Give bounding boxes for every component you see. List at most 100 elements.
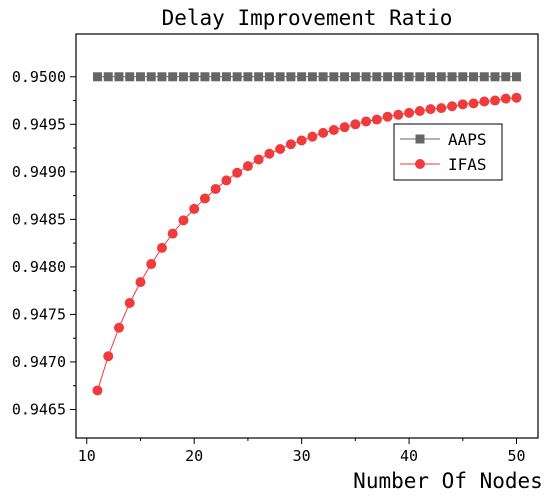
data-point-aaps bbox=[232, 72, 242, 82]
series-ifas bbox=[92, 92, 522, 396]
data-point-aaps bbox=[114, 72, 124, 82]
data-point-aaps bbox=[512, 72, 522, 82]
data-point-aaps bbox=[157, 72, 167, 82]
data-point-aaps bbox=[469, 72, 479, 82]
data-point-ifas bbox=[468, 98, 479, 109]
data-point-ifas bbox=[189, 203, 200, 214]
y-tick-label: 0.9480 bbox=[12, 258, 66, 276]
data-point-aaps bbox=[372, 72, 382, 82]
data-point-ifas bbox=[264, 148, 275, 159]
plot-area bbox=[75, 33, 539, 439]
data-point-ifas bbox=[414, 105, 425, 116]
data-point-ifas bbox=[156, 242, 167, 253]
x-tick-label: 40 bbox=[400, 447, 418, 465]
data-point-ifas bbox=[146, 259, 157, 270]
data-point-aaps bbox=[479, 72, 489, 82]
data-point-aaps bbox=[490, 72, 500, 82]
data-point-ifas bbox=[232, 167, 243, 178]
data-point-aaps bbox=[254, 72, 264, 82]
y-tick-label: 0.9485 bbox=[12, 210, 66, 228]
data-point-aaps bbox=[458, 72, 468, 82]
data-point-ifas bbox=[339, 122, 350, 133]
data-point-aaps bbox=[318, 72, 328, 82]
legend-box bbox=[393, 123, 503, 181]
legend-marker-square-icon bbox=[415, 134, 425, 144]
data-point-aaps bbox=[168, 72, 178, 82]
y-tick-label: 0.9470 bbox=[12, 353, 66, 371]
data-point-ifas bbox=[199, 193, 210, 204]
data-point-aaps bbox=[275, 72, 285, 82]
data-point-ifas bbox=[221, 175, 232, 186]
data-point-aaps bbox=[146, 72, 156, 82]
axis-layer: 10 20 30 40 50 0.9465 0.9470 0.9475 0.9480 0.9485… bbox=[12, 68, 526, 465]
data-point-ifas bbox=[253, 154, 264, 165]
data-point-ifas bbox=[490, 95, 501, 106]
data-point-ifas bbox=[361, 116, 372, 127]
legend-label: AAPS bbox=[448, 130, 487, 149]
data-point-aaps bbox=[178, 72, 188, 82]
legend-marker-circle-icon bbox=[415, 159, 425, 169]
data-point-aaps bbox=[211, 72, 221, 82]
data-point-ifas bbox=[500, 93, 511, 104]
data-point-aaps bbox=[286, 72, 296, 82]
data-point-aaps bbox=[340, 72, 350, 82]
data-point-aaps bbox=[189, 72, 199, 82]
data-point-aaps bbox=[436, 72, 446, 82]
legend: AAPS IFAS bbox=[393, 123, 503, 181]
data-point-aaps bbox=[426, 72, 436, 82]
data-point-ifas bbox=[511, 92, 522, 103]
data-point-aaps bbox=[501, 72, 511, 82]
data-point-ifas bbox=[135, 277, 146, 288]
data-point-aaps bbox=[297, 72, 307, 82]
data-point-ifas bbox=[113, 322, 124, 333]
x-tick-label: 30 bbox=[293, 447, 311, 465]
data-point-ifas bbox=[178, 215, 189, 226]
data-point-ifas bbox=[296, 135, 307, 146]
data-point-aaps bbox=[221, 72, 231, 82]
legend-item-aaps: AAPS bbox=[400, 130, 487, 149]
data-point-ifas bbox=[447, 101, 458, 112]
data-point-aaps bbox=[92, 72, 102, 82]
data-point-ifas bbox=[307, 131, 318, 142]
data-point-aaps bbox=[447, 72, 457, 82]
data-point-ifas bbox=[318, 127, 329, 138]
data-point-ifas bbox=[404, 107, 415, 118]
x-tick-label: 10 bbox=[78, 447, 96, 465]
data-point-aaps bbox=[350, 72, 360, 82]
data-point-ifas bbox=[285, 139, 296, 150]
data-point-ifas bbox=[275, 144, 286, 155]
data-point-ifas bbox=[103, 351, 114, 362]
legend-label: IFAS bbox=[448, 155, 487, 174]
data-point-ifas bbox=[350, 119, 361, 130]
data-point-ifas bbox=[167, 228, 178, 239]
data-point-aaps bbox=[264, 72, 274, 82]
y-tick-label: 0.9465 bbox=[12, 400, 66, 418]
data-point-ifas bbox=[210, 183, 221, 194]
y-tick-label: 0.9495 bbox=[12, 115, 66, 133]
series-line-ifas bbox=[97, 97, 517, 391]
series-aaps bbox=[92, 72, 522, 82]
data-point-ifas bbox=[436, 103, 447, 114]
data-point-ifas bbox=[371, 114, 382, 125]
data-point-aaps bbox=[415, 72, 425, 82]
chart-title: Delay Improvement Ratio bbox=[162, 6, 453, 30]
plot-frame bbox=[75, 33, 539, 439]
data-point-ifas bbox=[457, 99, 468, 110]
y-tick-label: 0.9490 bbox=[12, 163, 66, 181]
y-tick-label: 0.9475 bbox=[12, 305, 66, 323]
data-point-ifas bbox=[425, 104, 436, 115]
data-point-ifas bbox=[92, 385, 103, 396]
data-point-aaps bbox=[307, 72, 317, 82]
data-point-aaps bbox=[361, 72, 371, 82]
data-point-ifas bbox=[124, 298, 135, 309]
data-point-ifas bbox=[479, 96, 490, 107]
data-point-aaps bbox=[329, 72, 339, 82]
x-tick-label: 50 bbox=[507, 447, 525, 465]
x-axis-label: Number Of Nodes bbox=[353, 469, 543, 493]
data-point-aaps bbox=[103, 72, 113, 82]
data-point-aaps bbox=[404, 72, 414, 82]
data-point-aaps bbox=[125, 72, 135, 82]
data-point-aaps bbox=[135, 72, 145, 82]
data-point-aaps bbox=[383, 72, 393, 82]
